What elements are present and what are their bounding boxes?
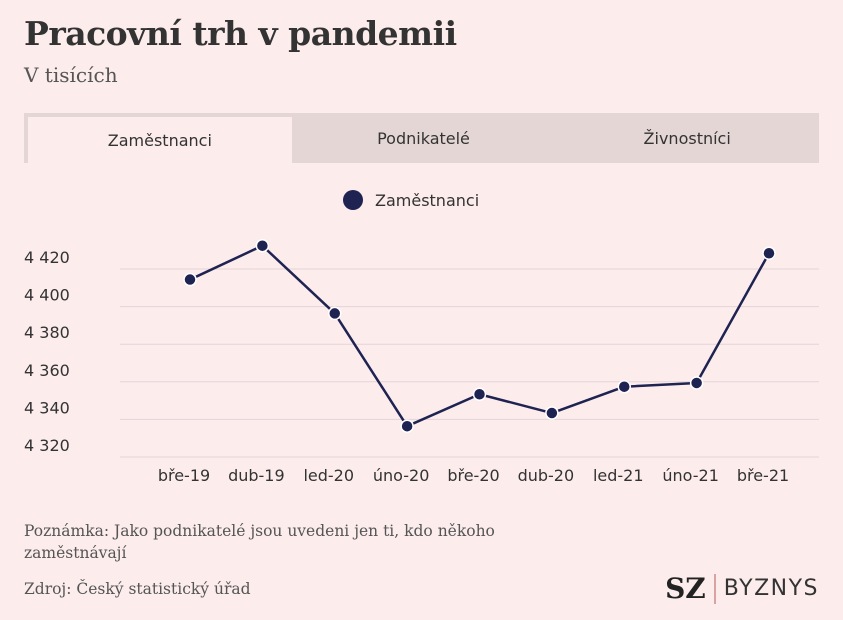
y-tick-label: 4 380 [24,323,70,342]
data-point[interactable] [617,379,631,394]
x-tick-label: dub-19 [228,466,285,485]
tab-podnikatele[interactable]: Podnikatelé [377,128,470,148]
logo-sz: SZ [665,572,706,605]
legend[interactable]: Zaměstnanci [343,190,479,210]
x-axis-ticks: bře-19 dub-19 led-20 úno-20 bře-20 dub-20 led-… [158,466,789,485]
y-tick-label: 4 400 [24,286,70,305]
x-tick-label: úno-21 [662,466,719,485]
y-tick-label: 4 320 [24,436,70,455]
y-axis-ticks: 4 320 4 340 4 360 4 380 4 400 4 420 [24,248,70,455]
legend-dot-icon [343,190,363,210]
series-points [183,238,776,433]
data-point[interactable] [328,306,342,321]
note: Poznámka: Jako podnikatelé jsou uvedeni … [24,522,495,562]
x-tick-label: bře-20 [447,466,499,485]
data-point[interactable] [762,246,776,260]
chart-title: Pracovní trh v pandemii [24,14,457,53]
x-tick-label: dub-20 [518,466,575,485]
legend-label: Zaměstnanci [375,190,480,210]
x-tick-label: led-20 [303,466,354,485]
grid-lines [120,268,819,458]
y-tick-label: 4 340 [24,398,70,417]
data-point[interactable] [400,419,414,433]
data-point[interactable] [183,272,197,287]
source: Zdroj: Český statistický úřad [24,580,251,598]
tab-zivnostnici[interactable]: Živnostníci [643,128,731,148]
logo-divider [713,573,716,604]
data-point[interactable] [545,406,559,420]
x-tick-label: úno-20 [373,466,430,485]
x-tick-label: bře-21 [737,466,789,485]
logo-byznys: BYZNYS [723,576,819,601]
sz-byznys-logo: SZ BYZNYS [665,572,819,605]
data-point[interactable] [689,376,704,390]
tab-zamestnanci[interactable]: Zaměstnanci [28,117,292,163]
x-tick-label: led-21 [593,466,644,485]
chart-subtitle: V tisících [24,63,118,87]
tab-bar: Zaměstnanci Podnikatelé Živnostníci [24,113,819,163]
x-tick-label: bře-19 [158,466,210,485]
y-tick-label: 4 360 [24,361,70,380]
data-point[interactable] [472,387,487,401]
y-tick-label: 4 420 [24,248,70,267]
data-point[interactable] [255,238,270,253]
